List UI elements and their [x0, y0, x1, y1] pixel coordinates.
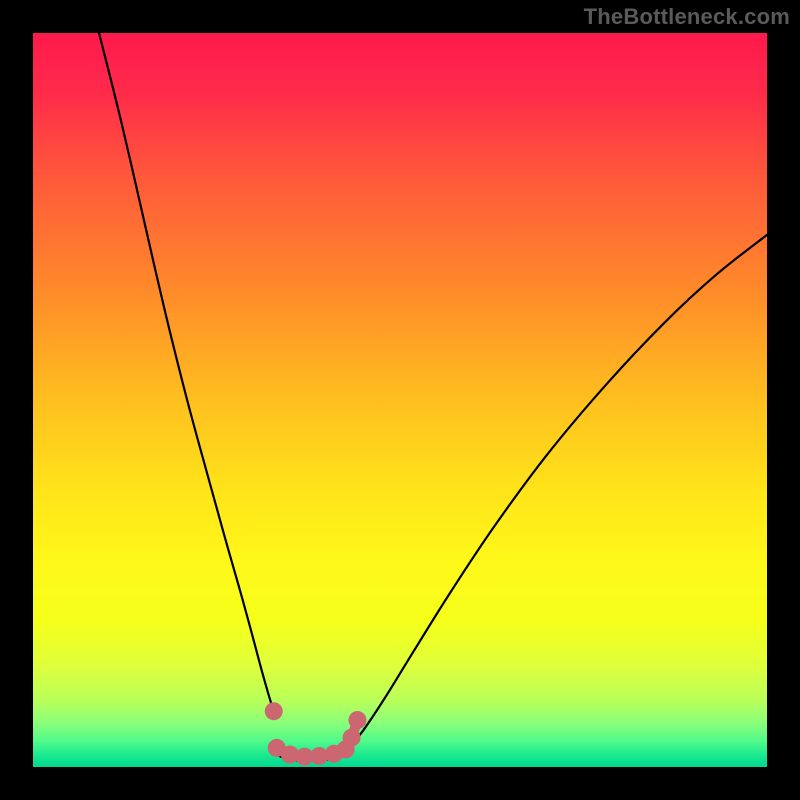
marker-dot [265, 702, 283, 720]
marker-dot [343, 729, 361, 747]
bottleneck-chart: TheBottleneck.com [0, 0, 800, 800]
marker-dot [348, 711, 366, 729]
gradient-background [33, 33, 767, 767]
chart-svg [0, 0, 800, 800]
watermark-text: TheBottleneck.com [584, 4, 790, 30]
